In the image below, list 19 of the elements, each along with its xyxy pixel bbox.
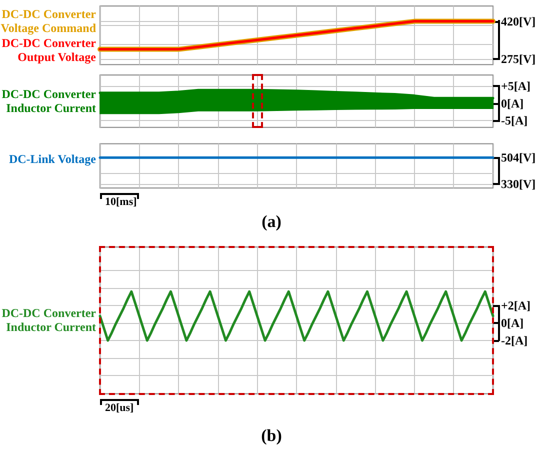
series-label: DC-DC Converter Voltage Command	[0, 6, 96, 35]
text: 10[ms]	[105, 196, 137, 208]
y-tick-label: -2[A]	[501, 334, 528, 348]
y-tick-label: 420[V]	[501, 14, 536, 28]
y-tick-label: 330[V]	[501, 177, 536, 192]
text: (b)	[261, 426, 282, 446]
y-tick-label: 0[A]	[501, 96, 524, 110]
y-tick-label: -5[A]	[501, 114, 528, 128]
series-label: DC-DC Converter Inductor Current	[0, 87, 96, 116]
y-tick-label: 504[V]	[501, 150, 536, 165]
series-label: DC-Link Voltage	[8, 152, 96, 166]
series-label: DC-DC Converter Inductor Current	[0, 306, 96, 334]
series-label: DC-DC Converter Output Voltage	[0, 36, 96, 64]
y-tick-label: 275[V]	[501, 52, 536, 66]
y-tick-label: 0[A]	[501, 316, 524, 330]
y-tick-label: +2[A]	[501, 298, 530, 313]
text: 20[us]	[105, 402, 134, 414]
text: (a)	[262, 212, 282, 232]
y-tick-label: +5[A]	[501, 79, 530, 94]
